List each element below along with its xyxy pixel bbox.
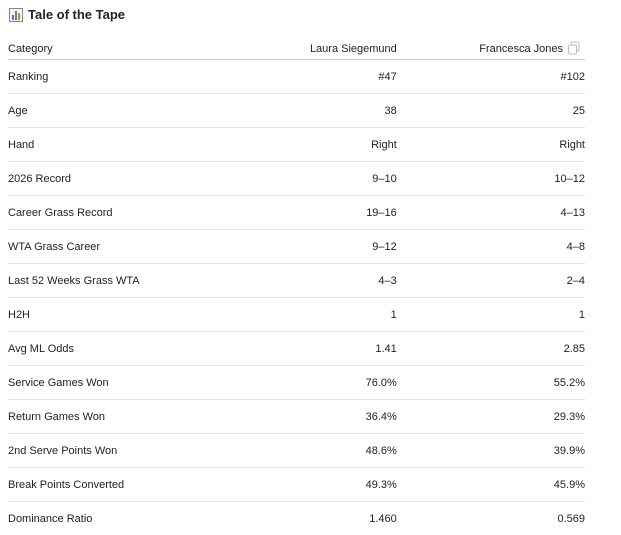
value-cell: Right (242, 128, 397, 162)
category-cell: WTA Grass Career (8, 230, 242, 264)
value-cell: 76.0% (242, 366, 397, 400)
category-cell: Avg ML Odds (8, 332, 242, 366)
value-cell: 4–13 (397, 196, 585, 230)
value-cell: 4–8 (397, 230, 585, 264)
category-cell: 2nd Serve Points Won (8, 434, 242, 468)
category-cell: Ranking (8, 60, 242, 94)
value-cell: 19–16 (242, 196, 397, 230)
value-cell: 38 (242, 94, 397, 128)
category-cell: Career Grass Record (8, 196, 242, 230)
column-header: Laura Siegemund (242, 38, 397, 60)
value-cell: 1.41 (242, 332, 397, 366)
value-cell: 45.9% (397, 468, 585, 502)
value-cell: 25 (397, 94, 585, 128)
category-cell: Return Games Won (8, 400, 242, 434)
title: Tale of the Tape (28, 6, 125, 24)
value-cell: 2–4 (397, 264, 585, 298)
value-cell: 39.9% (397, 434, 585, 468)
category-cell: Last 52 Weeks Grass WTA (8, 264, 242, 298)
value-cell: #102 (397, 60, 585, 94)
category-cell: Age (8, 94, 242, 128)
value-cell: Right (397, 128, 585, 162)
category-cell: H2H (8, 298, 242, 332)
value-cell: 55.2% (397, 366, 585, 400)
category-cell: Break Points Converted (8, 468, 242, 502)
value-cell: #47 (242, 60, 397, 94)
category-cell: Hand (8, 128, 242, 162)
value-cell: 49.3% (242, 468, 397, 502)
chart-icon (9, 8, 23, 22)
value-cell: 1 (242, 298, 397, 332)
category-cell: Dominance Ratio (8, 502, 242, 535)
value-cell: 2.85 (397, 332, 585, 366)
category-cell: 2026 Record (8, 162, 242, 196)
value-cell: 4–3 (242, 264, 397, 298)
value-cell: 36.4% (242, 400, 397, 434)
value-cell: 10–12 (397, 162, 585, 196)
value-cell: 1 (397, 298, 585, 332)
value-cell: 9–10 (242, 162, 397, 196)
value-cell: 29.3% (397, 400, 585, 434)
value-cell: 0.569 (397, 502, 585, 535)
category-cell: Service Games Won (8, 366, 242, 400)
value-cell: 9–12 (242, 230, 397, 264)
value-cell: 1.460 (242, 502, 397, 535)
column-header: Category (8, 38, 242, 60)
table-row: Ranking#47#102 (8, 60, 585, 94)
value-cell: 48.6% (242, 434, 397, 468)
column-header: Francesca Jones (397, 38, 585, 60)
